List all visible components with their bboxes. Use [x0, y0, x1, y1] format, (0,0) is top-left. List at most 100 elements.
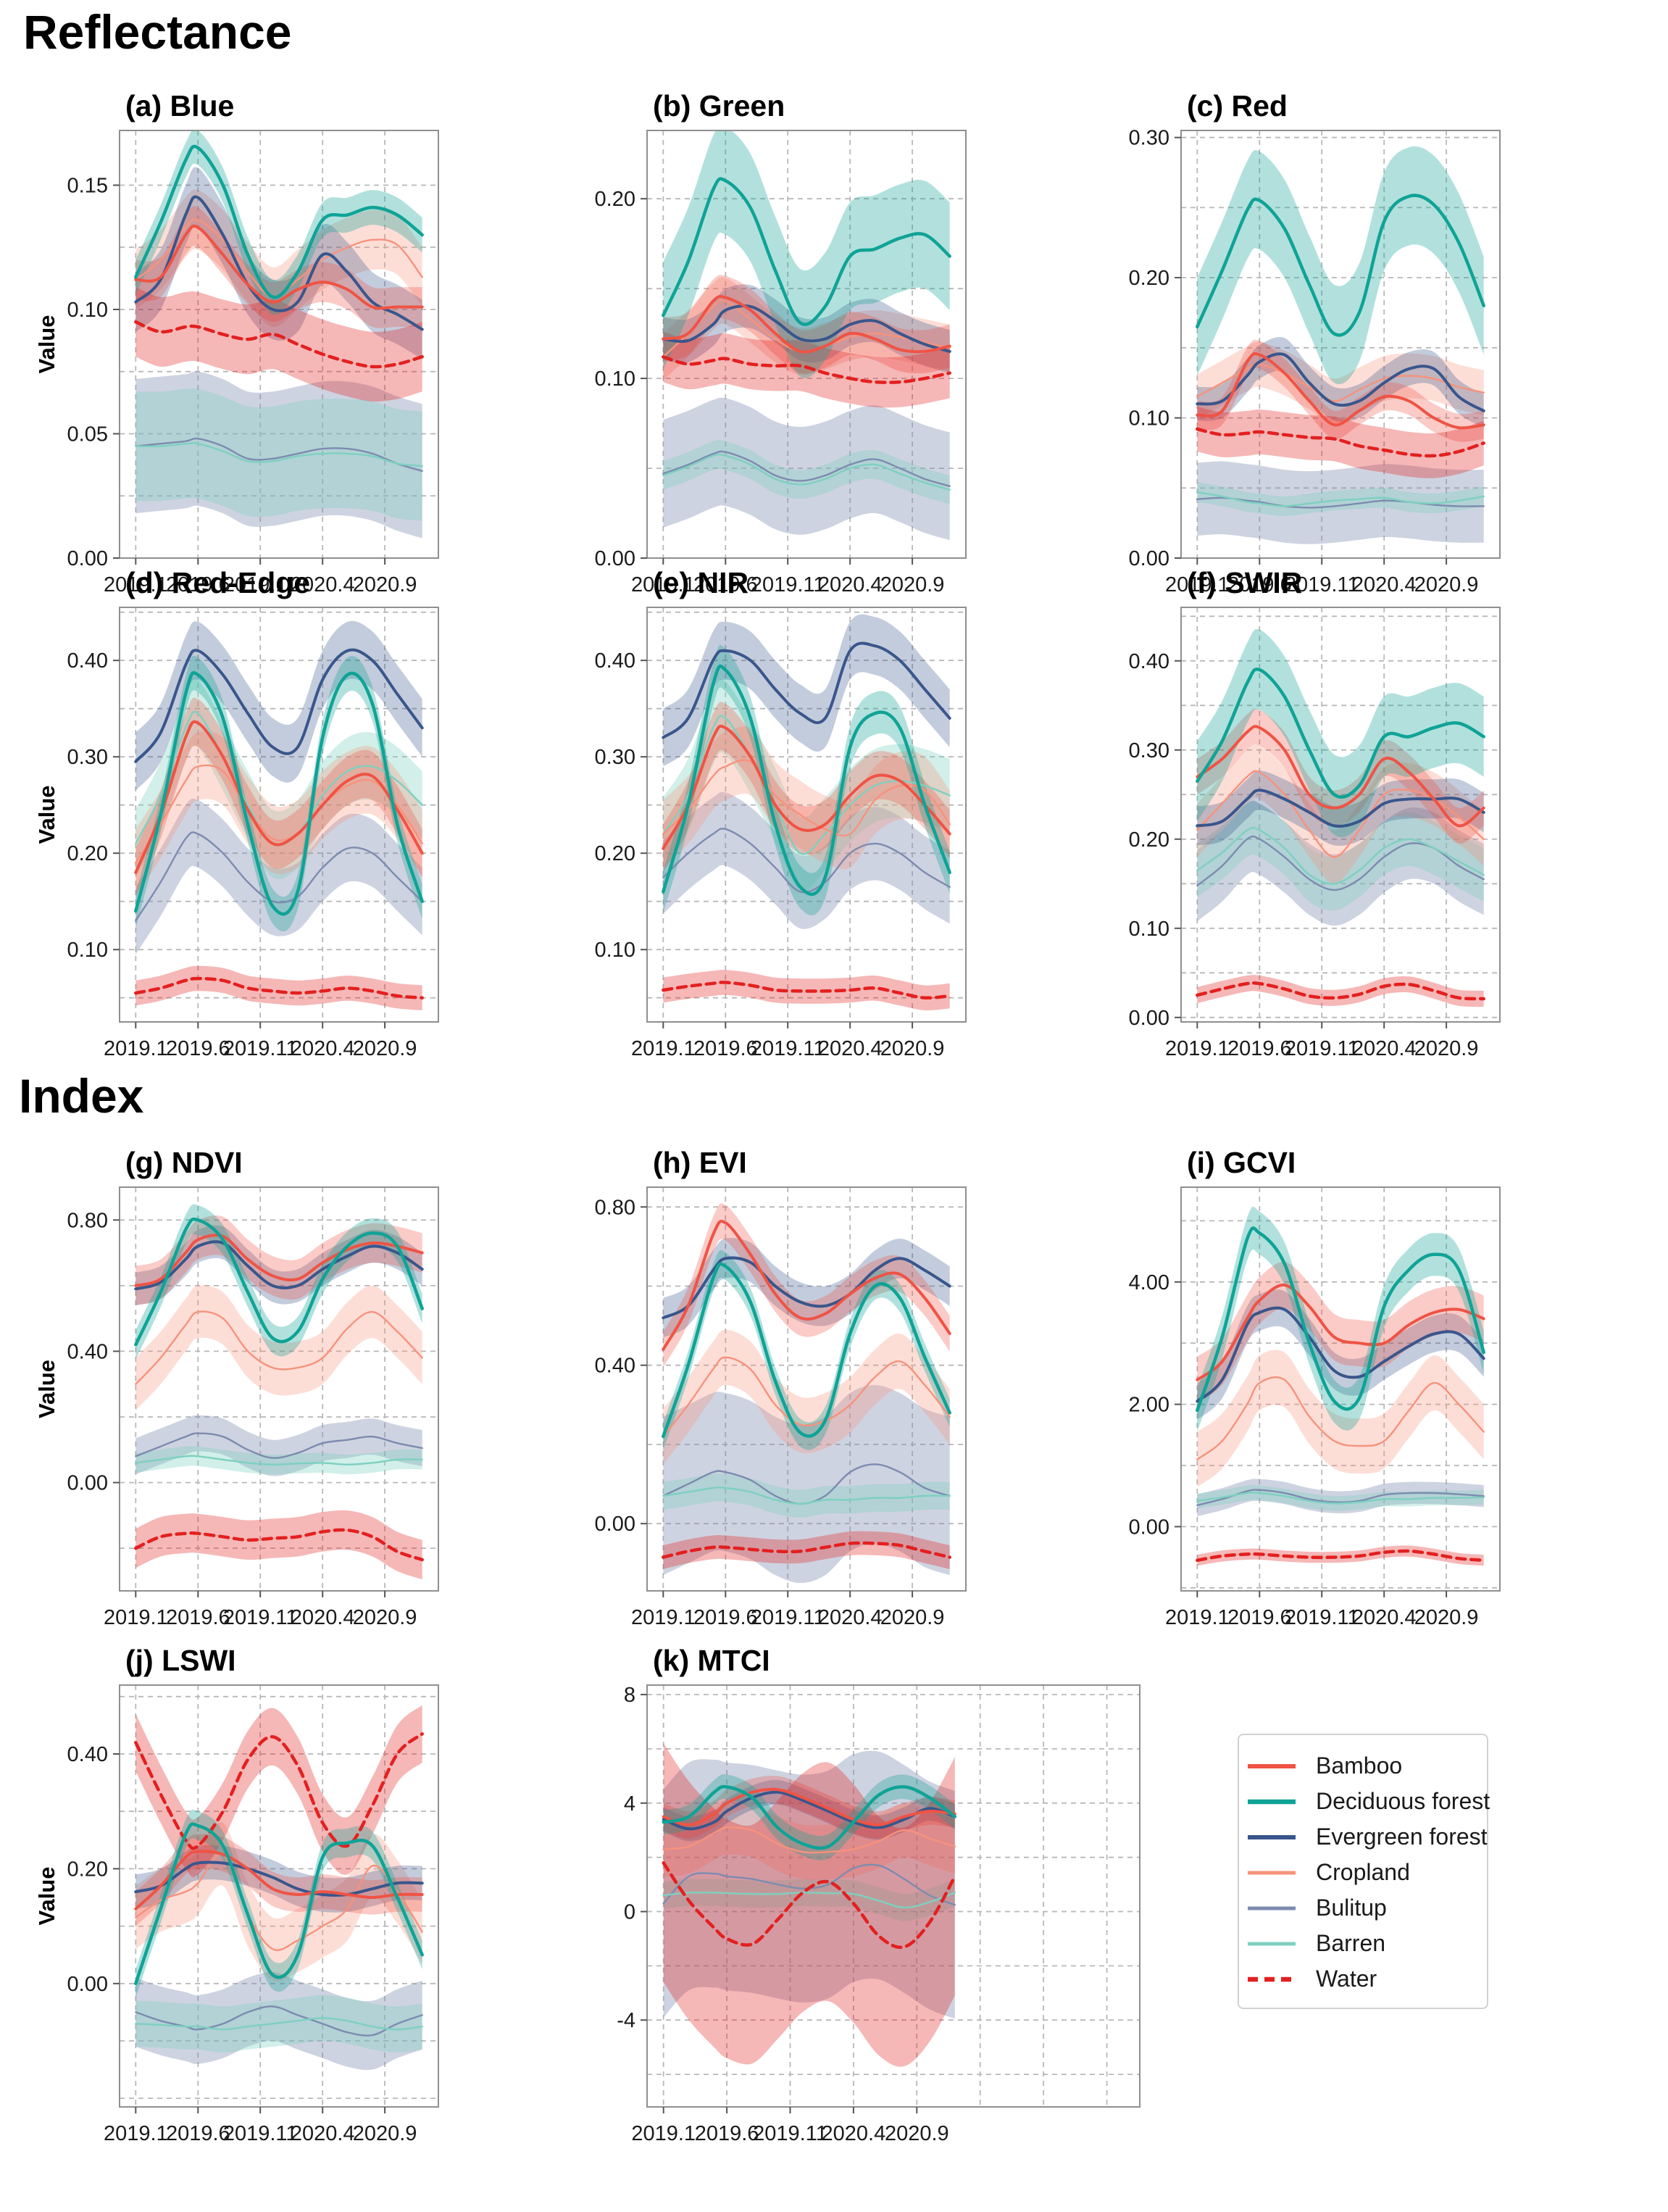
plot-area: 0.00 2.00 4.00 2019.12019.62019.112020.4202…	[1129, 1186, 1501, 1629]
series-band-water	[1197, 407, 1484, 478]
plot-border	[1180, 130, 1501, 559]
y-tick-label: 0.20	[595, 188, 635, 211]
tick-labels: 0.00 0.40 0.80 2019.12019.62019.112020.4202…	[67, 1209, 417, 1629]
series-band-barren	[663, 678, 950, 891]
plot-area: 0.00 0.10 0.20 2019.12019.62019.112020.4202…	[595, 130, 967, 596]
series-line-evergreen	[1196, 352, 1485, 412]
series-line-water	[1196, 1549, 1485, 1563]
series-band-cropland	[1197, 1350, 1484, 1487]
y-tick-label: 0.00	[1129, 547, 1169, 570]
series-band-deciduous	[135, 130, 422, 315]
legend-item-cropland: Cropland	[1246, 1855, 1487, 1890]
chart-title: (j) LSWI	[125, 1644, 236, 1677]
series-line-bamboo	[662, 294, 951, 354]
series-line-barren	[1196, 1492, 1485, 1505]
series-group	[1196, 628, 1485, 1007]
chart-mtci: (k) MTCI -4 0 4 8 2019.1 2019.6 2019.11 2020.4 20…	[560, 1632, 1158, 2212]
y-tick-label: 0.05	[67, 423, 108, 446]
tick-labels: 0.00 2.00 4.00 2019.12019.62019.112020.4202…	[1129, 1271, 1479, 1629]
legend-item-label: Bamboo	[1316, 1752, 1403, 1779]
legend-swatch-bamboo	[1248, 1763, 1296, 1768]
chart-title: (k) MTCI	[653, 1644, 770, 1677]
plot-border	[646, 1186, 967, 1592]
series-band-bulitup	[135, 371, 422, 539]
legend-item-barren: Barren	[1246, 1926, 1487, 1961]
series-line-deciduous	[1196, 668, 1485, 799]
y-tick-label: 0.80	[67, 1209, 108, 1232]
chart-title: (b) Green	[653, 89, 785, 122]
y-tick-label: 0.00	[67, 1973, 108, 1996]
series-line-barren	[662, 453, 951, 491]
series-band-water	[663, 331, 950, 408]
y-tick-label: 0.40	[67, 1743, 108, 1766]
legend-item-label: Barren	[1316, 1930, 1386, 1956]
legend-item-deciduous: Deciduous forest	[1246, 1784, 1490, 1819]
series-band-barren	[663, 1879, 955, 1921]
chart-evi: (h) EVI 0.00 0.40 0.80 2019.1 2019.6 2019.11 20…	[560, 1134, 984, 1700]
x-tick-label: 2019.11	[751, 1606, 825, 1629]
x-tick-label: 2020.4	[818, 573, 883, 596]
tick-labels: 0.100.200.300.402019.12019.62019.112020.…	[595, 649, 945, 1060]
y-tick-label: 0.30	[595, 746, 635, 769]
series-line-bulitup	[662, 828, 951, 894]
chart-canvas: 0.000.050.100.152019.12019.62019.112020.…	[34, 130, 439, 596]
series-band-bulitup	[135, 798, 422, 955]
y-tick-label: 0.20	[1129, 267, 1169, 290]
legend-item-label: Bulitup	[1316, 1895, 1387, 1921]
x-tick-label: 2019.6	[695, 2122, 759, 2145]
chart-title: (c) Red	[1187, 89, 1288, 122]
x-tick-label: 2019.1	[1165, 573, 1230, 596]
gridlines	[647, 1685, 1140, 2107]
series-band-bulitup	[663, 791, 950, 929]
x-tick-label: 2020.9	[885, 2122, 949, 2145]
series-band-barren	[663, 440, 950, 504]
chart-gcvi: (i) GCVI 0.00 2.00 4.00 2019.1 2019.6 2019.11 2…	[1094, 1134, 1518, 1700]
y-tick-label: 0.40	[1129, 650, 1169, 673]
x-tick-label: 2019.6	[1227, 573, 1292, 596]
gridlines	[1181, 607, 1500, 1022]
plot-border	[646, 1684, 1141, 2108]
legend-item-water: Water	[1246, 1961, 1487, 1997]
plot-border	[646, 130, 967, 559]
series-line-water	[134, 976, 424, 999]
tick-labels: 0.000.100.200.302019.12019.62019.112020.…	[1129, 127, 1479, 596]
legend-swatch-bulitup	[1248, 1906, 1296, 1910]
y-tick-label: 4.00	[1129, 1271, 1169, 1294]
series-band-bamboo	[1197, 339, 1484, 442]
series-band-barren	[1197, 482, 1484, 516]
y-tick-label: 0.10	[595, 367, 635, 391]
reflectance-section-header: Reflectance	[23, 5, 292, 59]
legend-item-label: Deciduous forest	[1316, 1788, 1490, 1814]
series-line-bamboo	[1196, 352, 1485, 430]
series-line-deciduous	[1196, 1226, 1485, 1413]
series-band-cropland	[1197, 341, 1484, 424]
x-tick-label: 2020.9	[1414, 1037, 1479, 1060]
series-line-cropland	[662, 1826, 956, 1854]
y-tick-label: 0.00	[67, 1472, 108, 1495]
legend-item-label: Evergreen forest	[1316, 1824, 1488, 1850]
series-group	[134, 620, 424, 1010]
y-tick-label: 0.10	[67, 299, 108, 322]
x-tick-label: 2019.1	[631, 1037, 696, 1060]
series-line-cropland	[662, 1356, 951, 1438]
series-line-cropland	[135, 1310, 423, 1385]
series-line-bulitup	[1196, 1489, 1485, 1506]
series-band-bulitup	[1197, 800, 1484, 926]
x-tick-label: 2020.9	[880, 573, 945, 596]
x-tick-label: 2020.4	[1352, 573, 1417, 596]
x-tick-label: 2020.4	[818, 1037, 883, 1060]
chart-title: (a) Blue	[125, 89, 235, 122]
y-tick-label: 8	[624, 1684, 635, 1707]
series-line-bulitup	[135, 1432, 423, 1459]
chart-swir: (f) SWIR 0.00 0.10 0.20 0.30 0.40 2019.1 2019.6…	[1094, 554, 1518, 1127]
x-tick-label: 2019.11	[223, 1037, 298, 1060]
series-line-water	[134, 1528, 424, 1562]
series-band-evergreen	[1197, 1289, 1484, 1420]
x-tick-label: 2020.9	[353, 1037, 417, 1060]
x-tick-label: 2020.4	[1352, 1606, 1417, 1629]
series-line-bamboo	[134, 720, 424, 874]
legend-item-label: Cropland	[1316, 1859, 1410, 1885]
plot-border	[1180, 1186, 1501, 1592]
plot-area: 0.100.200.300.402019.12019.62019.112020.…	[34, 607, 439, 1060]
